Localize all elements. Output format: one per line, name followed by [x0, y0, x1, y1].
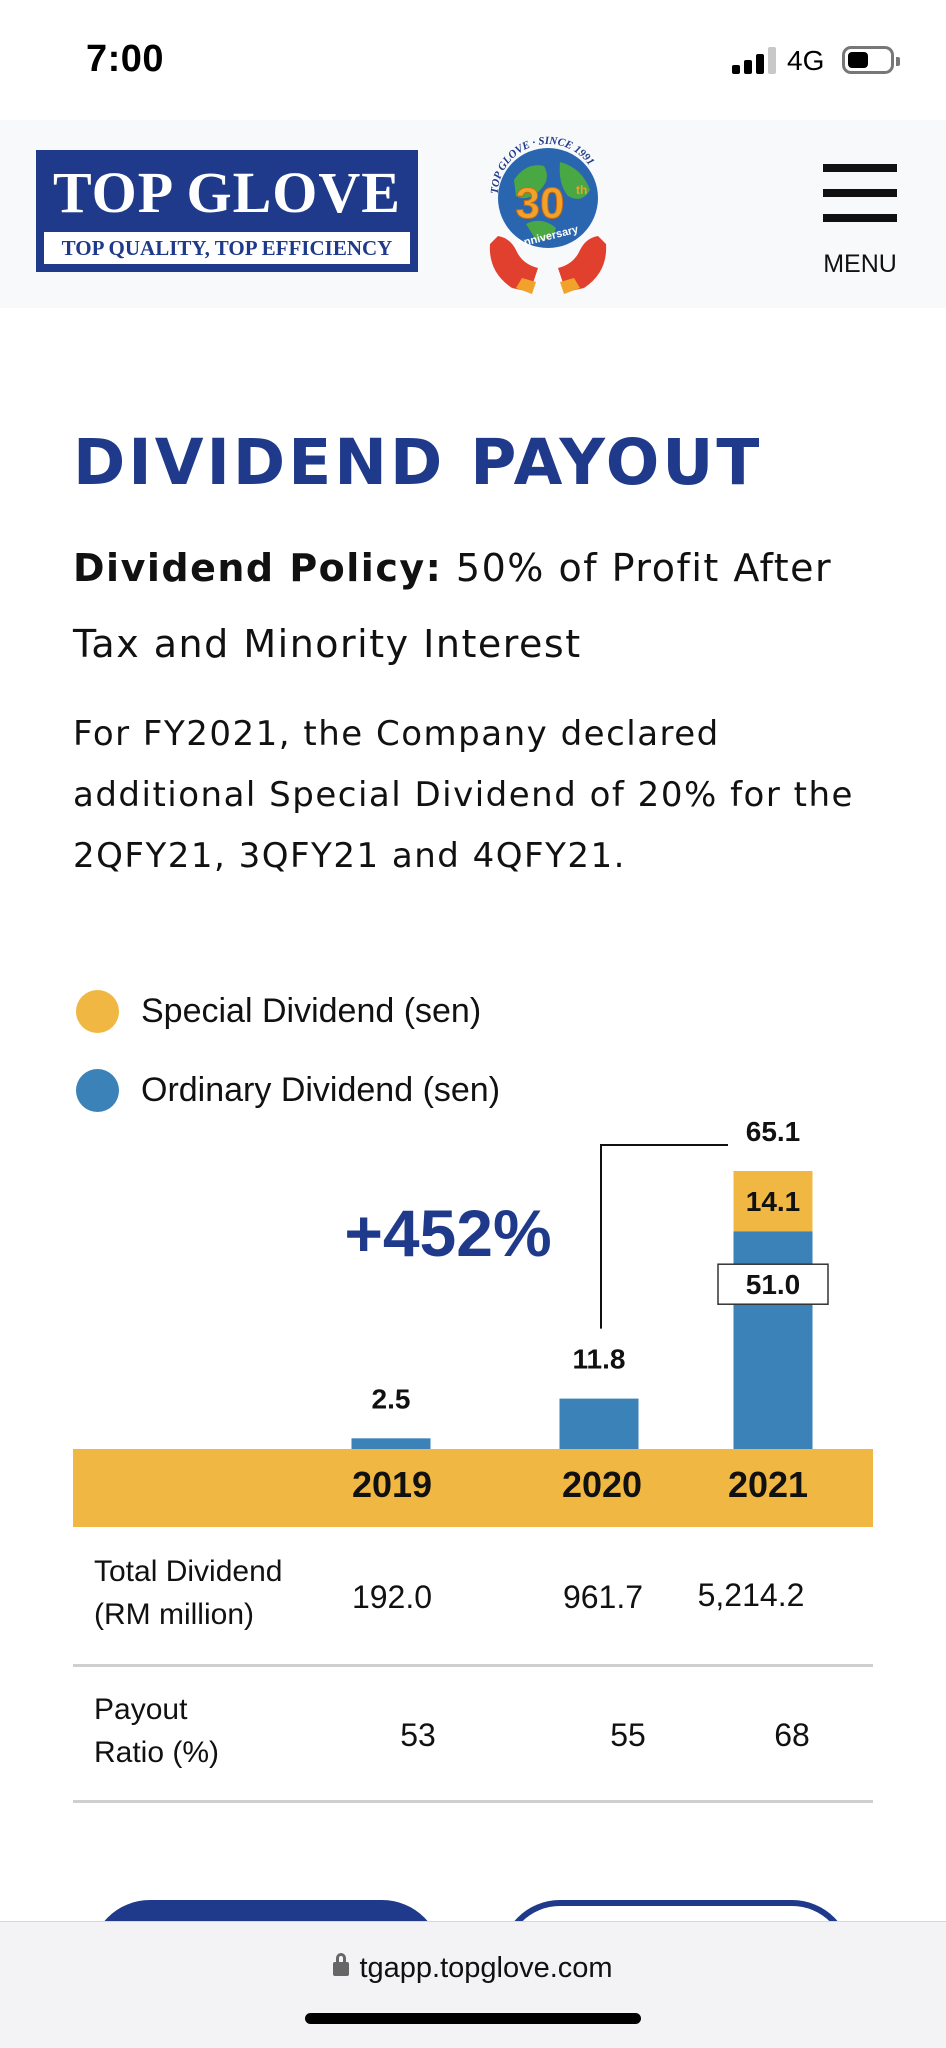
bar-total-label-2021: 65.1 [746, 1116, 801, 1147]
menu-label: MENU [823, 250, 897, 278]
total-dividend-label-line1: Total Dividend [94, 1555, 283, 1588]
segment-label-ordinary-2021: 51.0 [746, 1269, 801, 1300]
site-header: TOP GLOVE TOP QUALITY, TOP EFFICIENCY TO… [0, 120, 946, 308]
top-glove-logo[interactable]: TOP GLOVE TOP QUALITY, TOP EFFICIENCY [36, 150, 418, 272]
bar-ordinary-2019 [351, 1438, 431, 1449]
browser-url-bar[interactable]: tgapp.topglove.com [0, 1921, 946, 2048]
total-dividend-label: Total Dividend (RM million) [94, 1550, 282, 1636]
bar-total-label-2019: 2.5 [372, 1383, 411, 1414]
total-dividend-2019: 192.0 [351, 1579, 433, 1615]
policy-text: 50% of Profit After Tax and Minority Int… [73, 546, 833, 666]
menu-button[interactable]: MENU [822, 164, 898, 278]
status-time: 7:00 [86, 38, 165, 80]
anniversary-number: 30 [516, 179, 565, 228]
payout-ratio-label: Payout Ratio (%) [94, 1688, 219, 1774]
policy-label: Dividend Policy: [73, 546, 443, 590]
lock-icon [333, 1953, 350, 1978]
page-title: DIVIDEND PAYOUT [73, 426, 763, 499]
year-label-2021: 2021 [727, 1464, 809, 1505]
battery-icon [842, 46, 900, 74]
anniversary-suffix: th [576, 183, 587, 197]
legend-ordinary-dividend: Ordinary Dividend (sen) [76, 1068, 500, 1112]
total-dividend-label-line2: (RM million) [94, 1598, 254, 1631]
segment-label-box-ordinary-2021 [717, 1263, 829, 1305]
legend-label-special: Special Dividend (sen) [141, 991, 482, 1030]
payout-ratio-2019: 53 [400, 1717, 436, 1753]
status-bar: 7:00 4G [0, 0, 946, 120]
legend-swatch-ordinary [76, 1068, 119, 1112]
total-dividend-2021: 5,214.2 [697, 1577, 805, 1613]
payout-ratio-label-line1: Payout [94, 1693, 188, 1726]
logo-name: TOP GLOVE [53, 160, 401, 225]
logo-tagline-box: TOP QUALITY, TOP EFFICIENCY [44, 232, 410, 264]
signal-icon [732, 46, 776, 74]
dividend-policy: Dividend Policy: 50% of Profit After Tax… [73, 530, 893, 682]
total-dividend-2020: 961.7 [562, 1579, 644, 1615]
network-label: 4G [787, 45, 825, 76]
fy2021-description: For FY2021, the Company declared additio… [73, 714, 854, 876]
bar-ordinary-2020 [559, 1398, 639, 1449]
year-label-2020: 2020 [561, 1464, 643, 1505]
segment-label-special-2021: 14.1 [746, 1186, 801, 1217]
legend-special-dividend: Special Dividend (sen) [76, 989, 481, 1033]
year-label-2019: 2019 [351, 1464, 433, 1505]
anniversary-30th-logo: TOP GLOVE · SINCE 1991 30 th Anniversary [489, 135, 607, 294]
chart-year-band [73, 1449, 873, 1527]
url-display[interactable]: tgapp.topglove.com [0, 1952, 946, 1985]
legend-label-ordinary: Ordinary Dividend (sen) [141, 1070, 501, 1109]
growth-annotation: +452% [344, 1196, 551, 1270]
legend-swatch-special [76, 989, 119, 1033]
payout-ratio-label-line2: Ratio (%) [94, 1736, 220, 1769]
payout-ratio-2021: 68 [774, 1717, 810, 1753]
table-divider [73, 1800, 873, 1803]
logo-tagline: TOP QUALITY, TOP EFFICIENCY [61, 236, 393, 260]
payout-ratio-2020: 55 [610, 1717, 646, 1753]
bar-special-2021 [733, 1171, 813, 1232]
table-divider [73, 1664, 873, 1667]
growth-connector-line [600, 1144, 728, 1329]
home-indicator[interactable] [305, 2013, 641, 2024]
dividend-bar-chart: 2.5 11.8 65.1 14.1 51.0 +452% [344, 1116, 829, 1449]
url-text: tgapp.topglove.com [359, 1952, 613, 1984]
bar-total-label-2020: 11.8 [573, 1344, 626, 1375]
